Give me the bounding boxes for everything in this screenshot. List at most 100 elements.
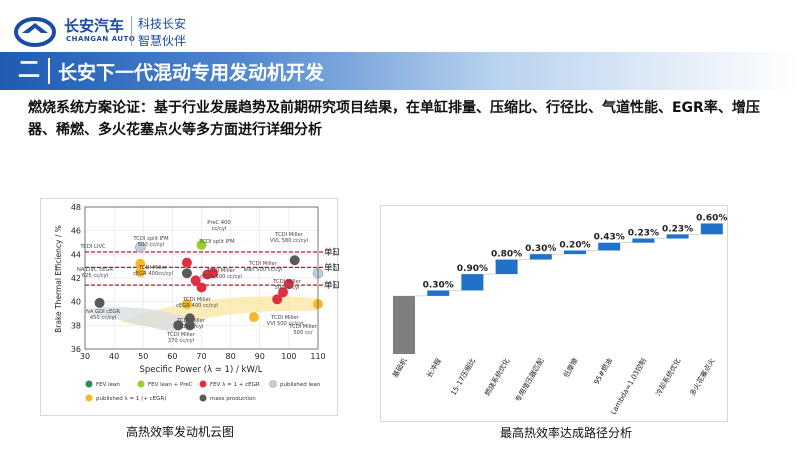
data-point <box>181 268 192 279</box>
waterfall-category-label: 冷却系统优化 <box>654 357 683 398</box>
waterfall-category-label: 燃烧系统优化 <box>483 357 512 398</box>
waterfall-bar-increment <box>461 274 484 291</box>
point-annotation: NA LIVC cEGR 625 cc/cyl <box>77 267 113 279</box>
waterfall-bar-increment <box>666 234 689 239</box>
waterfall-data-labels: 0.30%0.90%0.80%0.30% 0.20%0.43% 0.23% 0.23%… <box>423 213 728 290</box>
waterfall-bars <box>393 223 723 354</box>
waterfall-data-label: 0.43% <box>594 233 625 243</box>
point-annotation: TCDI split IFM 500 cc/cyl <box>132 236 168 248</box>
data-point <box>184 320 195 331</box>
waterfall-category-label: 低摩擦 <box>561 357 579 380</box>
legend-marker <box>199 380 207 388</box>
data-point <box>135 267 146 278</box>
waterfall-category-label: 专用增压器匹配 <box>513 357 545 404</box>
waterfall-bar-increment <box>598 242 621 251</box>
section-number: 二 <box>17 58 40 83</box>
waterfall-bar-increment <box>564 250 586 255</box>
y-tick-label: 40 <box>71 298 81 307</box>
data-point <box>208 268 219 279</box>
waterfall-connectors <box>415 234 701 297</box>
waterfall-category-label: 基础机 <box>390 357 408 380</box>
data-point <box>283 278 294 289</box>
point-annotation: TCDI Miller VVL 580 cc/cyl <box>270 232 308 244</box>
legend-marker <box>137 380 145 388</box>
displacement-label: 单缸0.66L <box>324 247 339 258</box>
waterfall-data-label: 0.30% <box>525 244 556 254</box>
waterfall-category-labels: 基础机 长冲程 15-17压缩比 燃烧系统优化 专用增压器匹配 低摩擦 95#燃油Lambd… <box>390 357 716 417</box>
section-divider <box>48 58 50 84</box>
brand-name-en: CHANGAN AUTO <box>66 35 136 43</box>
waterfall-data-label: 0.90% <box>457 264 488 274</box>
waterfall-bar-increment <box>700 223 723 235</box>
waterfall-category-label: 多火花塞点火 <box>688 357 717 398</box>
left-figure-caption: 高热效率发动机云图 <box>126 425 235 439</box>
point-annotation: TCDI Miller 370 cc/cyl <box>166 332 196 344</box>
data-point <box>278 287 289 298</box>
scatter-annotations: TCDI LIVC TCDI split IFM 500 cc/cyl PreC 40… <box>77 220 318 344</box>
description-text: 燃烧系统方案论证：基于行业发展趋势及前期研究项目结果，在单缸排量、压缩比、行径比… <box>28 100 760 138</box>
waterfall-data-label: 0.60% <box>696 213 727 223</box>
y-axis-label: Brake Thermal Efficiency / % <box>54 225 63 333</box>
data-point <box>196 282 207 293</box>
legend-marker <box>269 380 277 388</box>
slogan-line-2: 智慧伙伴 <box>138 34 187 48</box>
point-annotation: TCDI Miller 500cc/cyl <box>176 318 206 330</box>
waterfall-category-label: 长冲程 <box>425 357 443 380</box>
brand-name-cn: 长安汽车 <box>64 17 125 35</box>
waterfall-bar-increment <box>427 290 450 296</box>
data-point <box>248 312 259 323</box>
slogan-line-1: 科技长安 <box>138 17 187 31</box>
y-tick-label: 44 <box>71 250 81 259</box>
data-point <box>289 255 300 266</box>
data-point <box>135 258 146 269</box>
point-annotation: NA GDI cEGR 450 cc/cyl <box>86 309 120 321</box>
waterfall-data-label: 0.20% <box>559 241 590 251</box>
legend-marker <box>85 380 93 388</box>
scatter-axes: 36 38 40 42 44 46 48 30 40 50 60 70 80 90 100 110 Brake … <box>54 203 326 375</box>
point-annotation: TCDI Miller cEGR 500 cc/cyl <box>200 268 242 280</box>
point-annotation: TCDI LIVC <box>79 244 106 250</box>
brand-header: 长安汽车 CHANGAN AUTO 科技长安 智慧伙伴 <box>14 14 186 50</box>
waterfall-bar-increment <box>495 259 518 275</box>
point-annotation: TCDI Miller cEGR 400 cc/cyl <box>176 297 218 309</box>
data-point <box>94 297 105 308</box>
point-annotation: TCDI Miller 500 cc/ <box>288 324 318 336</box>
right-figure-caption: 最高热效率达成路径分析 <box>500 426 633 440</box>
x-tick-label: 90 <box>255 352 265 361</box>
legend-label: published lean <box>280 382 321 388</box>
section-title-bar: 二 长安下一代混动专用发动机开发 <box>0 52 800 90</box>
efficiency-scatter-chart: 单缸0.66L 单缸0.5L 单缸0.4L TCDI LIVC TCDI split … <box>54 203 365 402</box>
scatter-points <box>94 239 324 331</box>
legend-label: published λ = 1 (+ cEGR) <box>96 396 166 402</box>
legend-marker <box>199 394 207 402</box>
y-tick-label: 48 <box>71 203 81 212</box>
data-point <box>181 299 192 310</box>
waterfall-bar-increment <box>529 254 552 260</box>
legend-marker <box>85 394 93 402</box>
displacement-label: 单缸0.4L <box>324 280 339 291</box>
point-annotation: TCDI Miller cEGR 400cc/cyl <box>133 265 173 277</box>
y-tick-label: 42 <box>71 274 81 283</box>
data-point <box>272 294 283 305</box>
waterfall-data-label: 0.23% <box>628 229 659 239</box>
section-title: 长安下一代混动专用发动机开发 <box>58 62 325 84</box>
waterfall-bar-increment <box>632 238 655 243</box>
efficiency-cloud-figure: 单缸0.66L 单缸0.5L 单缸0.4L TCDI LIVC TCDI split … <box>40 198 365 416</box>
x-tick-label: 50 <box>138 352 148 361</box>
x-tick-label: 40 <box>109 352 119 361</box>
waterfall-category-label: 15-17压缩比 <box>449 357 477 397</box>
x-tick-label: 60 <box>167 352 177 361</box>
legend-label: FEV λ = 1 + cEGR <box>210 382 260 388</box>
point-annotation: TCDI Miller VVI 500 cc/cyl <box>267 315 304 327</box>
waterfall-data-label: 0.23% <box>662 224 693 234</box>
y-tick-label: 36 <box>71 345 81 354</box>
waterfall-data-label: 0.30% <box>423 280 454 290</box>
x-axis-label: Specific Power (λ = 1) / kW/L <box>140 365 263 375</box>
x-tick-label: 30 <box>80 352 90 361</box>
point-annotation: PreC 400 cc/cyl <box>207 220 230 232</box>
brand-divider <box>131 16 132 46</box>
legend-label: FEV lean <box>96 382 120 388</box>
waterfall-category-label: Lambda=1.03控制 <box>609 357 649 417</box>
scatter-grid <box>84 206 319 350</box>
legend-label: FEV lean + PreC <box>148 382 193 388</box>
